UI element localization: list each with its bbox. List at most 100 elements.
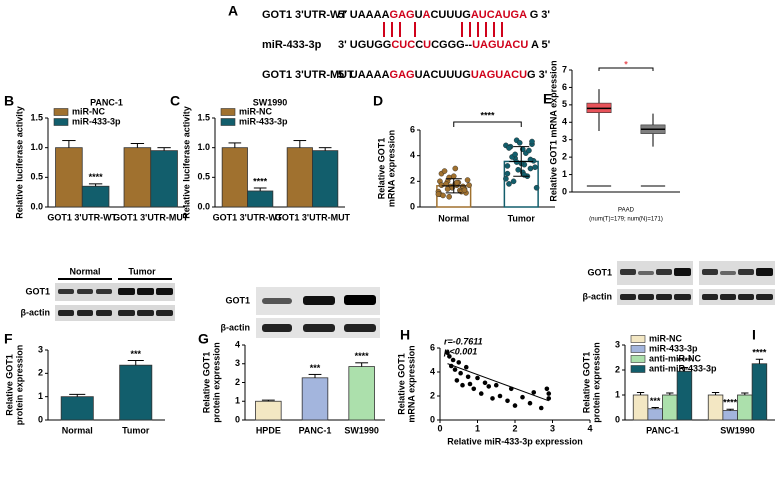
- bar: [632, 394, 649, 421]
- x-tick-label: PANC-1: [299, 425, 332, 435]
- y-tick-label: 4: [430, 366, 435, 376]
- error-bar: [228, 142, 242, 148]
- data-point: [515, 166, 521, 173]
- sequence: 3' UGUGGCUCCUCGGG--UAGUACU A 5': [338, 39, 551, 51]
- error-bar: [666, 392, 674, 395]
- x-tick-label: 2: [512, 423, 517, 433]
- y-tick-label: 6: [562, 82, 567, 92]
- x-tick-label: GOT1 3'UTR-MUT: [113, 212, 189, 222]
- data-point: [544, 386, 550, 392]
- data-point: [464, 177, 471, 183]
- data-point: [450, 173, 457, 179]
- data-point: [527, 156, 534, 163]
- x-tick-label: Normal: [62, 425, 93, 435]
- y-tick-label: 1: [562, 169, 567, 179]
- bracket: [598, 67, 654, 71]
- y-tick-label: 6: [410, 124, 415, 134]
- data-point: [521, 172, 528, 178]
- alignment-label: miR-433-3p: [262, 39, 322, 51]
- data-point: [452, 165, 459, 172]
- pairing-lines: [383, 22, 503, 37]
- x-tick-label: GOT1 3'UTR-WT: [47, 212, 117, 222]
- bar: [150, 150, 178, 208]
- y-tick-label: 1.5: [30, 112, 43, 122]
- legend-label: anti-miR-433-3p: [649, 363, 717, 373]
- sequence-segment: UAGUACU: [472, 39, 528, 51]
- legend-swatch: [53, 108, 69, 116]
- bar: [647, 408, 663, 421]
- error-bar: [741, 392, 749, 395]
- x-tick-label: SW1990: [344, 425, 379, 435]
- data-point: [513, 159, 520, 165]
- bar: [255, 400, 282, 421]
- lane-label: Tumor: [128, 266, 156, 276]
- data-point: [478, 391, 484, 396]
- y-tick-label: 3: [562, 134, 567, 144]
- y-tick-label: 2: [38, 368, 43, 378]
- sequence-segment: 5' UAAAA: [338, 69, 390, 81]
- panel-label: C: [170, 93, 180, 109]
- legend-label: miR-NC: [649, 333, 682, 343]
- panel-label: I: [752, 327, 756, 343]
- y-tick-label: 1.0: [30, 142, 43, 152]
- bar: [312, 150, 339, 208]
- data-point: [512, 151, 518, 158]
- error-bar: [127, 360, 144, 366]
- error-bar: [636, 392, 645, 395]
- data-point: [471, 386, 477, 392]
- sequence-segment: AUCAUGA: [471, 9, 527, 21]
- legend-label: miR-433-3p: [239, 116, 288, 126]
- lane-label: Normal: [69, 266, 100, 276]
- annotation: r=-0.7611: [444, 336, 483, 346]
- data-point: [445, 350, 450, 356]
- error-bar: [261, 399, 275, 402]
- x-tick-label: GOT1 3'UTR-WT: [213, 212, 283, 222]
- bar: [123, 147, 152, 208]
- y-tick-label: 0: [615, 414, 620, 424]
- data-point: [441, 168, 448, 174]
- bar: [60, 396, 94, 421]
- significance: ****: [752, 348, 767, 358]
- y-axis-label: mRNA expression: [406, 345, 416, 422]
- data-point: [458, 370, 463, 376]
- y-tick-label: 4: [410, 150, 415, 160]
- y-tick-label: 4: [235, 339, 240, 349]
- y-axis-label: Relative GOT1: [396, 353, 406, 415]
- annotation: p<0.001: [443, 346, 477, 356]
- y-axis-label: protein expression: [211, 342, 221, 423]
- legend-swatch: [630, 355, 646, 363]
- sequence-segment: GAG: [390, 69, 415, 81]
- legend-swatch: [630, 345, 646, 353]
- blot-row-label: GOT1: [587, 267, 612, 277]
- panel-label: B: [4, 93, 14, 109]
- data-point: [465, 374, 471, 380]
- data-point: [546, 391, 552, 396]
- data-point: [506, 181, 512, 187]
- y-axis-label: Relative GOT1: [581, 352, 591, 414]
- sequence-segment: CUC: [391, 39, 415, 51]
- data-point: [529, 138, 535, 145]
- sequence-segment: CGGG--: [431, 39, 472, 51]
- y-tick-label: 3: [235, 358, 240, 368]
- panel-label: G: [198, 331, 209, 347]
- error-bar: [130, 143, 145, 148]
- bar: [119, 364, 153, 421]
- bar: [722, 410, 738, 421]
- error-bar: [253, 187, 267, 191]
- y-axis-label: mRNA expression: [386, 130, 396, 207]
- trend-line: [447, 363, 549, 402]
- significance: ***: [650, 396, 661, 406]
- significance: ***: [310, 363, 321, 373]
- y-tick-label: 4: [562, 117, 567, 127]
- significance: ****: [253, 176, 268, 186]
- error-bar: [441, 178, 466, 194]
- error-bar: [711, 392, 720, 395]
- x-tick-label: HPDE: [256, 425, 281, 435]
- x-tick-label: Tumor: [508, 213, 536, 223]
- sequence-segment: G 3': [527, 9, 551, 21]
- error-bar: [755, 358, 764, 364]
- error-bar: [69, 393, 86, 397]
- blot-row-label: β-actin: [221, 322, 251, 332]
- blot-row-label: GOT1: [25, 286, 50, 296]
